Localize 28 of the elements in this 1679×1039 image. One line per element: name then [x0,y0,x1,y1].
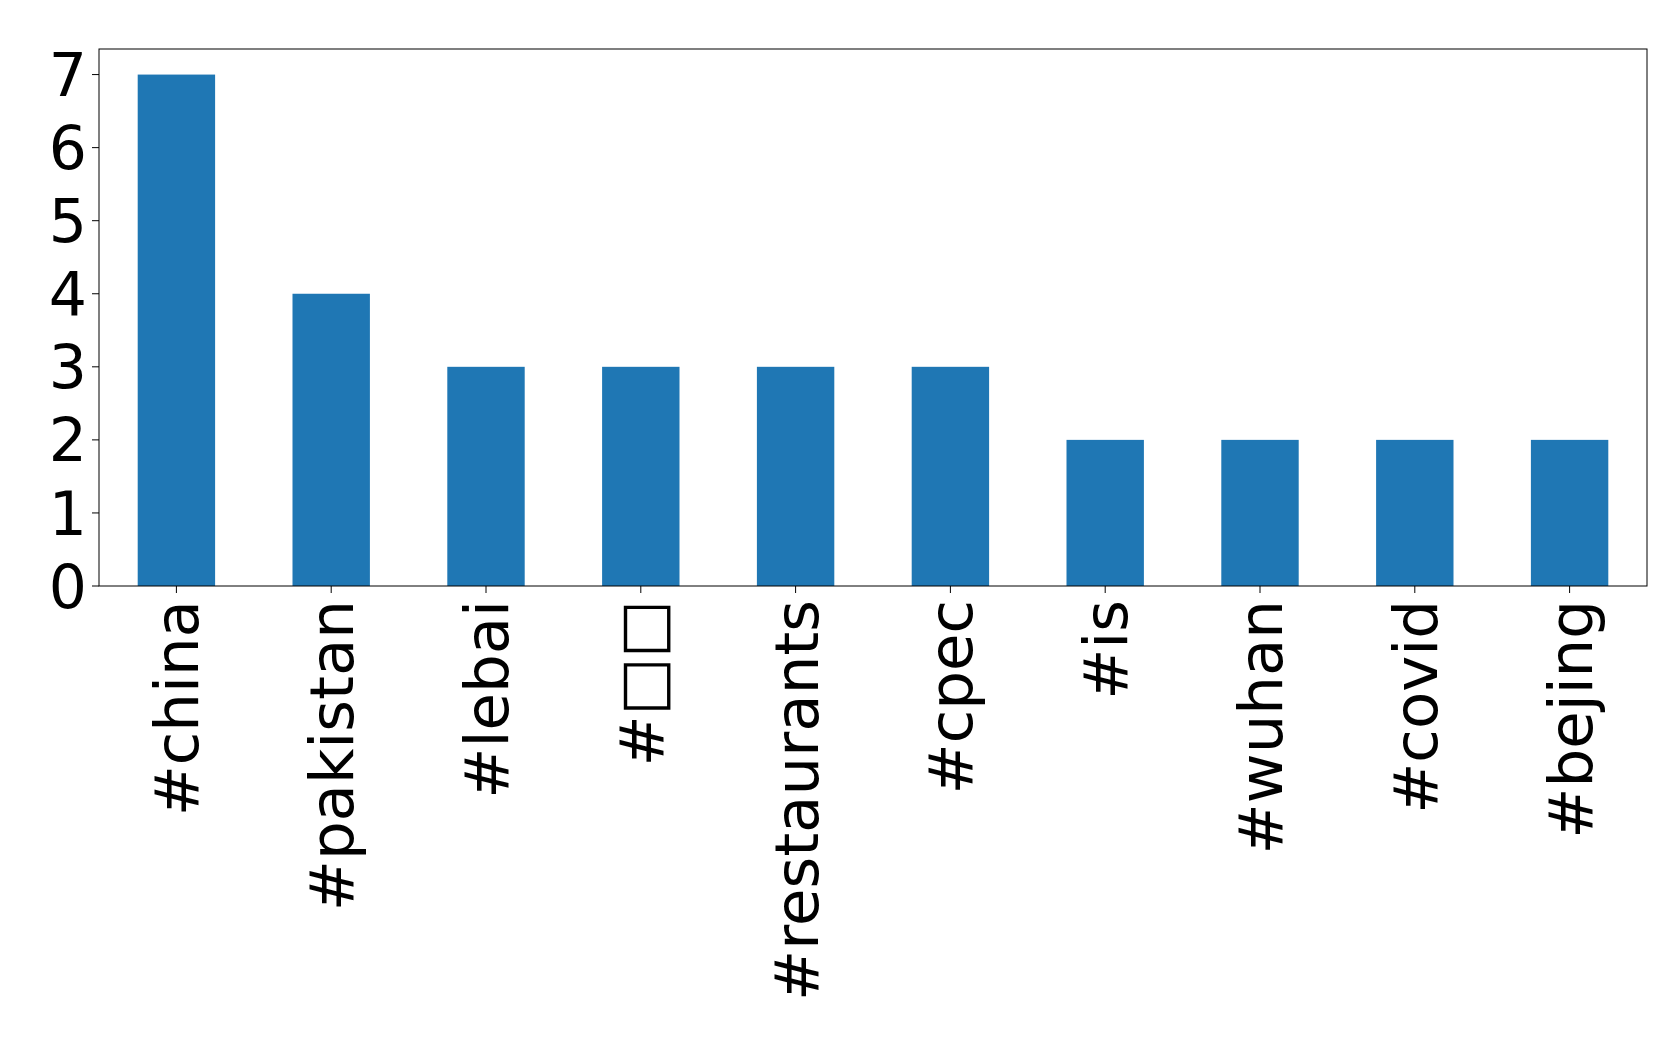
x-tick-label: #lebai [450,600,522,799]
bar [1221,439,1299,586]
y-tick-label: 1 [48,478,87,549]
y-tick-label: 7 [48,40,87,111]
x-tick-label: #bejing [1534,600,1606,839]
y-tick-label: 0 [48,551,87,622]
y-tick-label: 6 [48,113,87,184]
bar [1066,439,1144,586]
x-tick-label: #cpec [915,600,987,795]
y-tick-label: 5 [48,186,87,257]
bar [1530,439,1609,586]
bar [447,366,525,586]
bar [911,366,990,586]
x-tick-label: #covid [1379,600,1451,814]
y-tick-label: 2 [48,405,87,476]
bar [137,74,216,586]
x-tick-label: #□□ [605,600,677,767]
x-tick-label: #wuhan [1224,600,1296,855]
bar [292,293,370,586]
bar [602,366,680,586]
bar [756,366,835,586]
x-tick-label: #china [141,600,213,817]
y-tick-label: 4 [48,259,87,330]
bar [1376,439,1454,586]
x-tick-label: #restaurants [760,600,832,1001]
x-tick-label: #pakistan [296,600,368,912]
x-tick-label: #is [1070,600,1142,700]
y-tick-label: 3 [48,332,87,403]
